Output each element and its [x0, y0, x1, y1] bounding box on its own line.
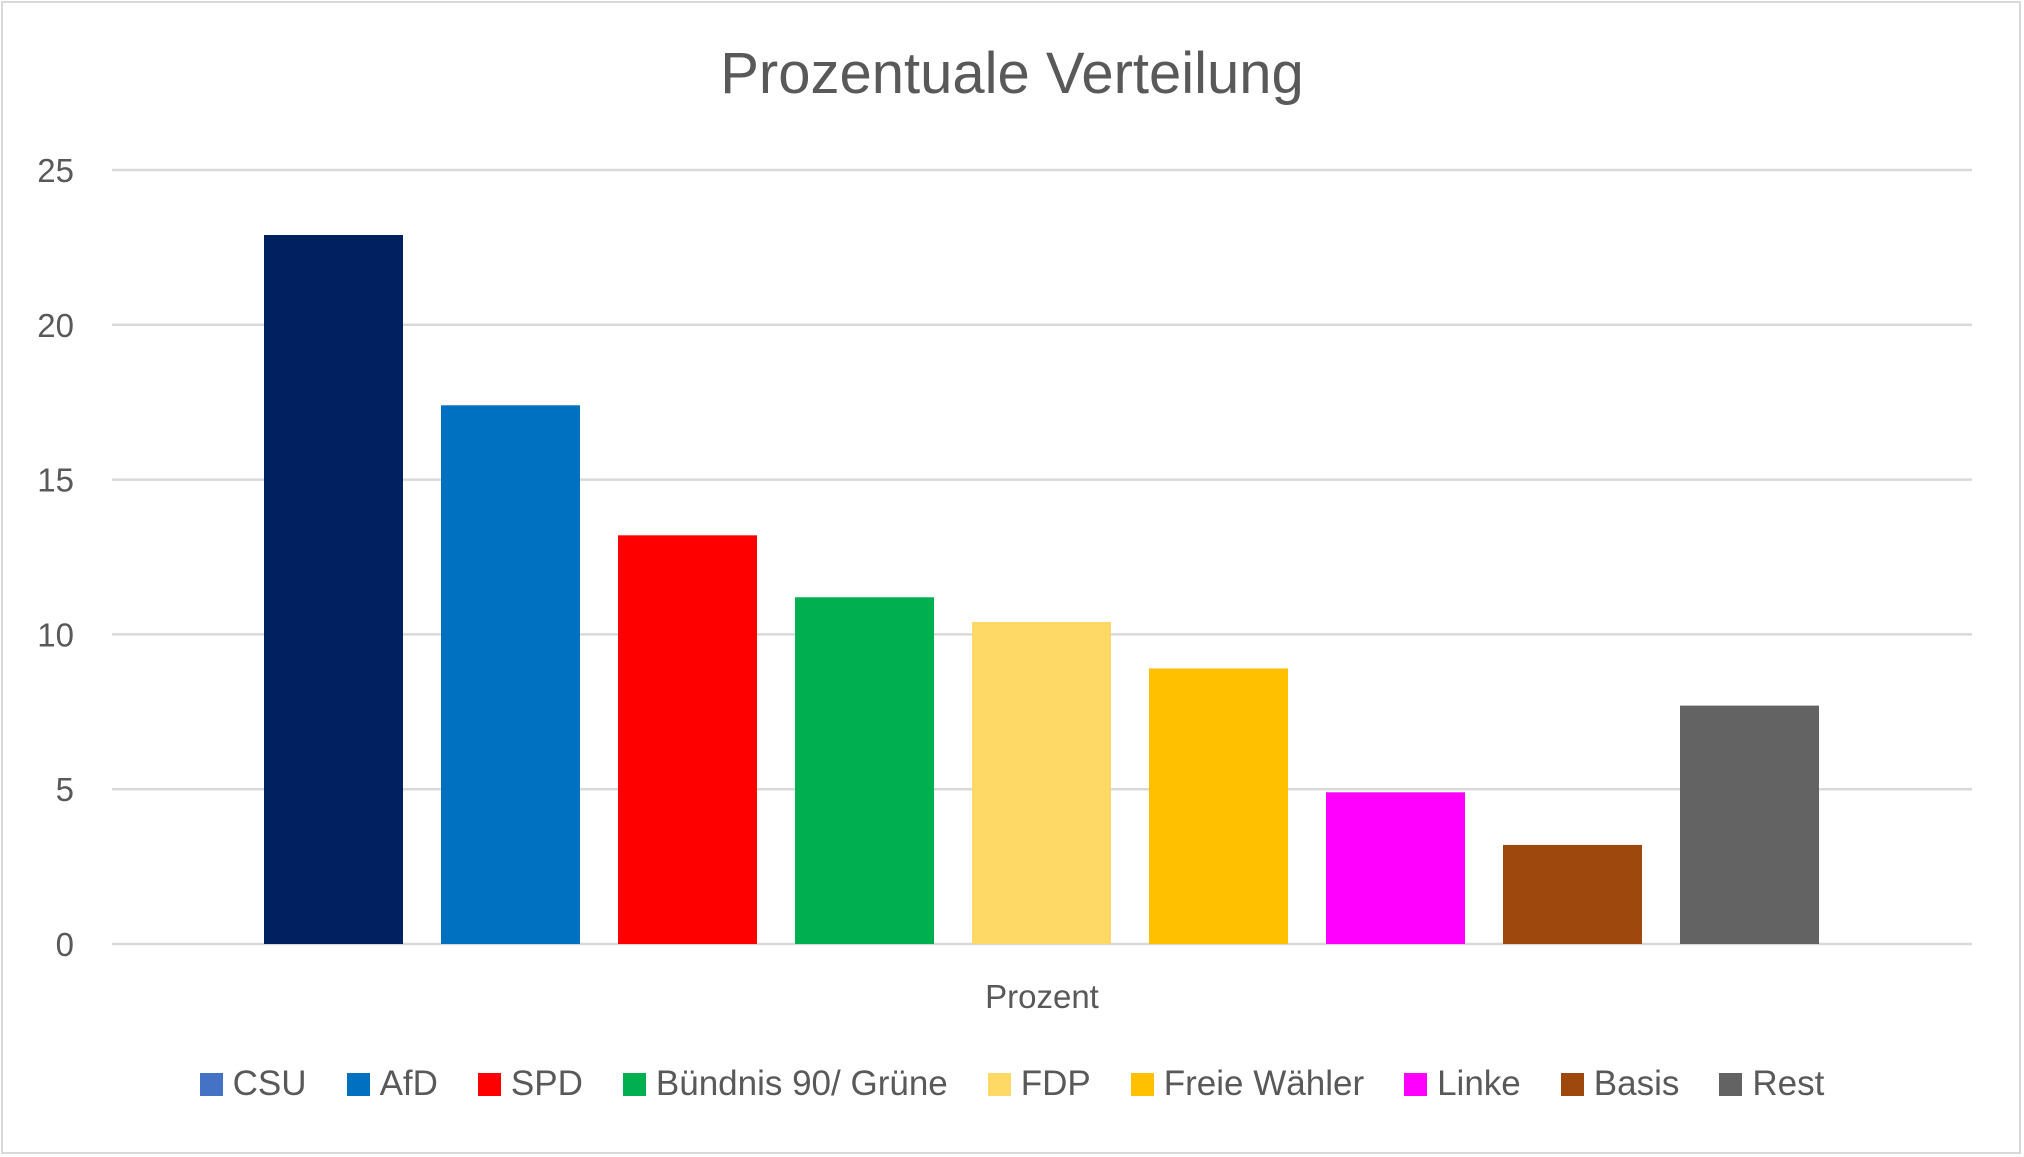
chart-title: Prozentuale Verteilung — [720, 41, 1304, 106]
chart-legend: CSU AfD SPD Bündnis 90/ Grüne FDP Freie Wähle… — [0, 1064, 2024, 1104]
y-tick-label: 10 — [37, 616, 74, 653]
legend-swatch — [199, 1072, 223, 1096]
bar-linke — [1326, 792, 1465, 944]
legend-item: CSU — [199, 1064, 307, 1104]
bar-fdp — [972, 622, 1111, 944]
legend-item: Linke — [1404, 1064, 1521, 1104]
x-category-label: Prozent — [985, 978, 1099, 1015]
legend-label: Linke — [1437, 1064, 1521, 1103]
legend-item: FDP — [987, 1064, 1091, 1104]
bar-rest — [1680, 705, 1819, 944]
legend-item: Freie Wähler — [1130, 1064, 1365, 1104]
y-tick-label: 20 — [37, 307, 74, 344]
legend-item: SPD — [477, 1064, 583, 1104]
legend-swatch — [987, 1072, 1011, 1096]
legend-swatch — [1719, 1072, 1743, 1096]
y-tick-label: 25 — [37, 152, 74, 189]
bar-freie-wähler — [1149, 668, 1288, 944]
legend-label: Bündnis 90/ Grüne — [655, 1064, 948, 1103]
legend-label: AfD — [379, 1064, 438, 1103]
y-tick-label: 0 — [56, 926, 74, 963]
legend-swatch — [622, 1072, 646, 1096]
legend-item: Basis — [1560, 1064, 1680, 1104]
legend-item: Bündnis 90/ Grüne — [622, 1064, 948, 1104]
legend-label: FDP — [1020, 1064, 1091, 1103]
y-tick-label: 5 — [56, 771, 74, 808]
bar-basis — [1503, 844, 1642, 944]
legend-label: Basis — [1593, 1064, 1680, 1103]
legend-label: Rest — [1752, 1064, 1825, 1103]
legend-swatch — [1130, 1072, 1154, 1096]
legend-label: CSU — [232, 1064, 307, 1103]
legend-swatch — [1560, 1072, 1584, 1096]
legend-item: Rest — [1719, 1064, 1824, 1104]
bar-csu — [264, 235, 403, 945]
bar-bündnis-90-grüne — [795, 597, 934, 944]
legend-item: AfD — [346, 1064, 438, 1104]
legend-label: SPD — [510, 1064, 583, 1103]
legend-swatch — [1404, 1072, 1428, 1096]
bar-afd — [441, 405, 580, 944]
legend-label: Freie Wähler — [1163, 1064, 1365, 1103]
legend-swatch — [346, 1072, 370, 1096]
y-tick-label: 15 — [37, 462, 74, 499]
bar-spd — [618, 535, 757, 944]
legend-swatch — [477, 1072, 501, 1096]
